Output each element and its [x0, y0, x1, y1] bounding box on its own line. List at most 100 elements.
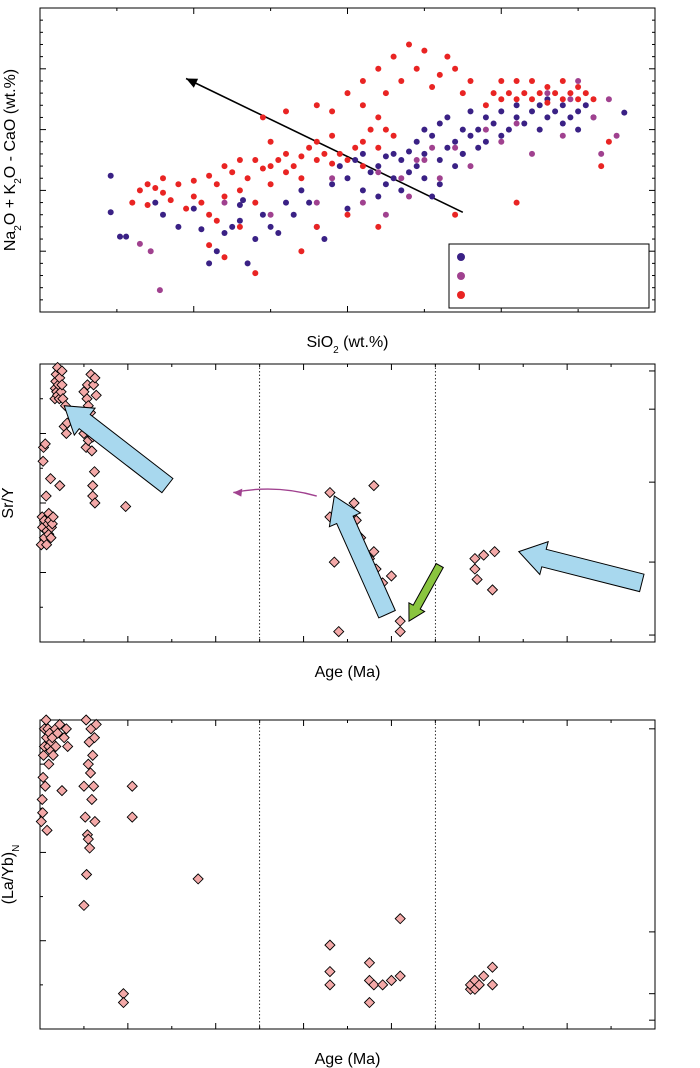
diamond-marker	[333, 625, 345, 638]
y-axis-title: (La/Yb)N	[0, 845, 22, 905]
data-point	[452, 163, 459, 170]
data-point	[513, 114, 520, 121]
data-point	[406, 148, 412, 155]
data-point	[183, 205, 190, 212]
data-point	[544, 99, 551, 106]
diamond-marker	[36, 793, 48, 806]
diamond-marker	[50, 740, 62, 753]
diamond-marker	[56, 784, 68, 797]
data-point	[290, 211, 297, 218]
data-point	[482, 114, 489, 121]
trend-arrow	[328, 495, 396, 619]
data-point	[452, 144, 459, 151]
data-point	[382, 153, 389, 160]
data-point	[136, 240, 143, 247]
data-point	[329, 175, 336, 182]
diamond-marker	[56, 365, 68, 377]
data-point	[321, 236, 328, 242]
data-point	[229, 223, 236, 230]
legend-marker	[457, 253, 465, 261]
data-point	[359, 163, 366, 170]
data-point	[267, 138, 274, 145]
data-point	[421, 47, 428, 54]
data-point	[421, 175, 428, 182]
data-point	[190, 177, 197, 184]
data-point	[213, 248, 220, 255]
diamond-marker	[324, 486, 336, 499]
data-point	[575, 78, 582, 84]
data-point	[613, 132, 620, 139]
data-point	[429, 132, 436, 139]
trend-arrow	[63, 405, 174, 494]
plot-frame	[39, 719, 656, 1030]
data-point	[375, 144, 382, 151]
diamond-marker	[471, 573, 483, 586]
data-point	[467, 132, 474, 139]
diamond-marker	[54, 718, 66, 731]
data-point	[536, 102, 543, 109]
diamond-marker	[394, 970, 406, 982]
data-point	[406, 41, 412, 48]
data-point	[344, 211, 351, 218]
data-point	[536, 126, 543, 133]
data-point	[329, 132, 336, 139]
data-point	[436, 175, 443, 182]
data-point	[352, 144, 359, 151]
data-point	[398, 157, 405, 163]
diamond-marker	[348, 497, 360, 509]
data-point	[321, 150, 328, 157]
series-stage-1	[107, 96, 628, 267]
diamond-marker	[56, 379, 68, 391]
data-point	[575, 108, 582, 115]
data-point	[198, 199, 205, 206]
diamond-marker	[79, 811, 91, 823]
data-point	[513, 78, 520, 84]
data-point	[375, 169, 382, 176]
data-point	[329, 181, 336, 188]
diamond-marker	[40, 490, 52, 502]
diamond-marker	[368, 979, 380, 991]
data-point	[252, 236, 259, 242]
data-point	[452, 65, 459, 72]
data-point	[117, 233, 123, 240]
data-point	[544, 114, 551, 121]
data-points	[35, 714, 499, 1009]
data-point	[198, 226, 205, 233]
data-point	[559, 96, 566, 103]
diamond-marker	[46, 518, 58, 530]
data-point	[398, 78, 405, 84]
data-point	[605, 96, 612, 103]
diamond-marker	[41, 824, 53, 836]
data-point	[567, 96, 574, 103]
data-point	[459, 126, 466, 133]
data-point	[375, 65, 382, 72]
data-point	[244, 260, 251, 267]
data-point	[175, 181, 182, 188]
diamond-marker	[126, 780, 138, 792]
data-point	[306, 199, 313, 206]
data-point	[298, 248, 305, 255]
data-point	[582, 90, 589, 97]
data-point	[152, 185, 159, 191]
data-point	[498, 132, 505, 139]
data-point	[221, 163, 228, 170]
data-point	[190, 205, 197, 212]
data-point	[421, 150, 428, 157]
data-point	[283, 169, 289, 176]
data-point	[144, 202, 151, 208]
data-point	[398, 175, 405, 182]
data-point	[521, 120, 528, 127]
diamond-marker	[54, 479, 66, 492]
data-point	[482, 126, 489, 133]
legend-marker	[457, 291, 465, 299]
diamond-marker	[58, 732, 70, 744]
data-point	[582, 102, 589, 109]
data-point	[123, 233, 130, 240]
data-point	[329, 108, 336, 115]
data-point	[559, 120, 566, 127]
data-point	[382, 211, 389, 218]
data-point	[436, 71, 443, 78]
diamond-marker	[60, 723, 72, 735]
data-point	[598, 150, 605, 157]
data-point	[567, 114, 574, 121]
